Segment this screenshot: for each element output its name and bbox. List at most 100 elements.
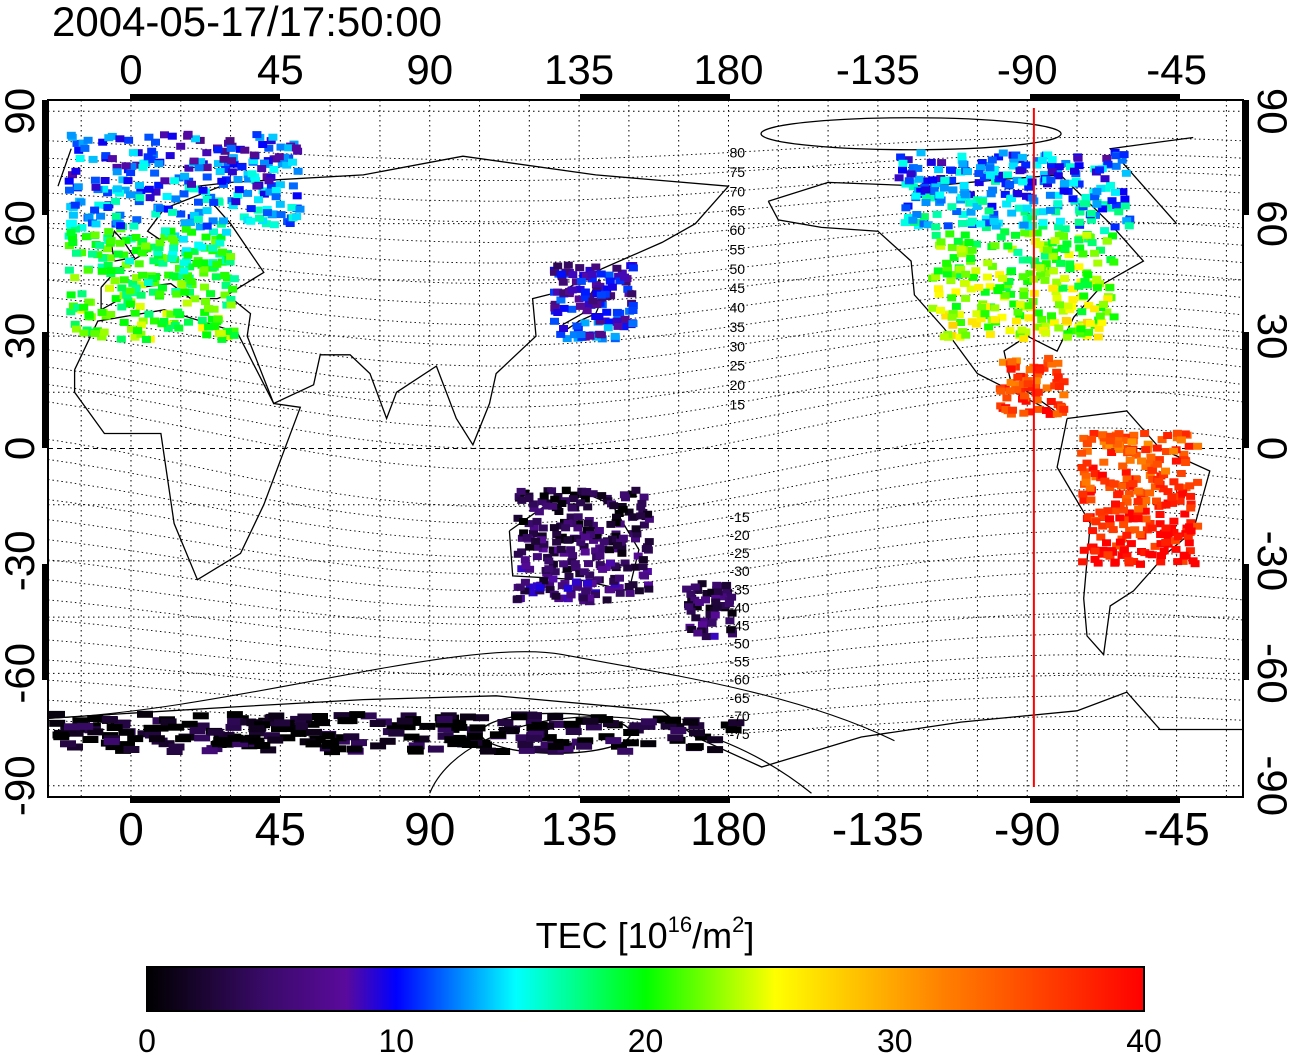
tec-cell [291, 144, 301, 152]
magnetic-lat-label: -65 [729, 690, 749, 706]
tec-cell [1038, 219, 1048, 227]
tec-cell [1004, 277, 1014, 285]
tec-cell [159, 317, 169, 325]
tec-cell [1113, 491, 1123, 499]
tec-cell [287, 204, 297, 211]
tec-cell [575, 264, 585, 272]
tec-cell [1012, 386, 1022, 394]
tec-cell [1078, 250, 1088, 258]
tec-cell [1169, 478, 1179, 486]
tec-cell [112, 163, 122, 171]
tec-cell [255, 214, 264, 222]
tec-cell [564, 573, 574, 580]
tec-cell [134, 198, 144, 206]
tec-cell [131, 234, 141, 241]
tec-cell [158, 259, 168, 267]
tec-cell [961, 294, 971, 302]
tec-cell [571, 278, 581, 286]
tec-cell [115, 267, 125, 274]
tec-cell [1025, 270, 1035, 278]
tec-cell [1170, 537, 1180, 545]
tec-cell [1126, 540, 1136, 548]
tec-cell [1155, 511, 1165, 518]
tec-cell [513, 514, 523, 522]
tec-cell [193, 216, 203, 223]
tec-cell [600, 317, 610, 325]
tec-cell [260, 746, 277, 754]
tec-cell [976, 220, 986, 228]
tec-cell [72, 717, 89, 725]
magnetic-lat-label: 20 [729, 377, 745, 393]
tec-cell [227, 157, 237, 165]
tec-cell [121, 236, 131, 244]
tec-cell [1007, 194, 1016, 202]
tec-cell [921, 177, 931, 185]
tec-cell [160, 233, 170, 241]
tec-cell [1056, 259, 1066, 267]
tec-cell [1024, 183, 1034, 191]
tec-cell [610, 332, 620, 340]
colorbar-tick-label: 10 [378, 1023, 414, 1057]
tec-cell [713, 588, 723, 596]
tec-cell [641, 545, 651, 553]
tec-cell [1062, 333, 1072, 341]
tec-cell [219, 217, 228, 225]
tec-cell [1090, 305, 1100, 313]
tec-cell [132, 247, 142, 254]
tec-cell [707, 588, 717, 596]
magnetic-contour [48, 633, 1243, 676]
colorbar-tick-label: 30 [877, 1023, 913, 1057]
tec-cell [1025, 223, 1034, 231]
tec-cell [454, 737, 471, 745]
tec-cell [550, 568, 560, 576]
tec-cell [670, 727, 687, 734]
tec-cell [132, 216, 142, 224]
tec-cell [1068, 195, 1078, 203]
tec-cell [73, 303, 83, 311]
tec-cell [954, 311, 964, 318]
tec-cell [1178, 557, 1188, 565]
tec-cell [379, 737, 396, 745]
tec-cell [548, 560, 558, 568]
magnetic-lat-label: 35 [729, 319, 745, 335]
tec-cell [707, 619, 717, 627]
tec-cell [228, 285, 238, 293]
tec-cell [682, 718, 699, 726]
tec-cell [73, 183, 83, 191]
tec-cell [118, 176, 128, 184]
tec-cell [288, 158, 297, 166]
tec-cell [976, 164, 985, 172]
tec-cell [179, 190, 189, 198]
tec-cell [68, 239, 78, 247]
tec-cell [582, 307, 592, 315]
tec-cell [575, 285, 585, 293]
tec-cell [1120, 195, 1130, 203]
tec-cell [1150, 483, 1160, 491]
tec-cell [1013, 308, 1023, 316]
tec-cell [923, 221, 933, 229]
tec-cell [978, 197, 987, 205]
tec-cell [1077, 464, 1087, 471]
tec-cell [1110, 223, 1120, 231]
tec-cell [1107, 449, 1117, 456]
tec-cell [199, 265, 209, 273]
magnetic-contour [48, 238, 1243, 285]
tec-cell [566, 591, 576, 599]
tec-cell [1079, 200, 1089, 208]
tec-cell [1078, 490, 1088, 498]
tec-cell [642, 568, 652, 575]
tec-cell [1023, 380, 1033, 388]
tec-cell [911, 192, 921, 200]
tec-cell [901, 204, 911, 212]
tec-cell [926, 158, 936, 166]
tec-cell [1022, 204, 1032, 212]
tec-cell [908, 183, 918, 191]
tec-cell [1097, 550, 1107, 558]
tec-cell [697, 621, 707, 629]
tec-cell [154, 160, 164, 168]
tec-cell [136, 187, 146, 195]
tec-cell [1152, 460, 1162, 468]
tec-cell [216, 233, 226, 241]
tec-cell [135, 302, 145, 310]
tec-cell [1128, 515, 1138, 523]
